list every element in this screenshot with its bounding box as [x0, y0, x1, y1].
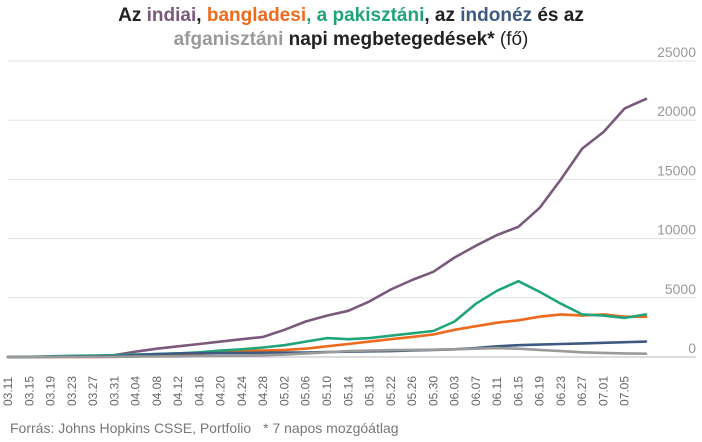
x-axis-ticks: 03.11 03.15 03.19 03.23 03.27 03.31 04.04 04.08… — [1, 376, 632, 406]
series-lines — [6, 97, 648, 359]
x-tick-label: 03.19 — [44, 376, 58, 406]
x-tick-label: 06.23 — [554, 376, 568, 406]
x-tick-label: 05.22 — [384, 376, 398, 406]
x-tick-label: 05.26 — [405, 376, 419, 406]
title-afghanistan: afganisztáni — [173, 29, 284, 50]
x-tick-label: 04.28 — [256, 376, 270, 406]
title-unit: (fő) — [494, 29, 529, 50]
x-tick-label: 04.16 — [192, 376, 206, 406]
x-tick-label: 05.06 — [299, 376, 313, 406]
y-tick-label: 0 — [688, 340, 696, 356]
x-tick-label: 05.14 — [341, 376, 355, 406]
x-tick-label: 05.02 — [277, 376, 291, 406]
title-bangladesh: bangladesi — [206, 5, 307, 26]
y-tick-label: 5000 — [665, 281, 696, 297]
chart-title-line-2: afganisztáni napi megbetegedések* (fő) — [0, 28, 702, 52]
x-tick-label: 04.20 — [214, 376, 228, 406]
x-tick-label: 03.11 — [1, 377, 15, 406]
x-tick-label: 07.01 — [596, 376, 610, 406]
title-text: , a — [306, 5, 333, 26]
title-text: Az — [118, 5, 147, 26]
source-note: Forrás: Johns Hopkins CSSE, Portfolio — [10, 420, 252, 436]
chart-grid — [8, 60, 696, 358]
x-tick-label: 06.19 — [533, 376, 547, 406]
title-text: napi megbetegedések* — [283, 29, 495, 50]
x-tick-label: 05.18 — [363, 376, 377, 406]
title-indonesia: indonéz — [460, 5, 533, 26]
chart-title: Az indiai, bangladesi, a pakisztáni, az … — [0, 4, 702, 52]
footer: Forrás: Johns Hopkins CSSE, Portfolio * … — [10, 420, 399, 436]
x-tick-label: 06.15 — [511, 376, 525, 406]
series-line-india — [6, 97, 648, 359]
x-tick-label: 06.03 — [448, 376, 462, 406]
x-tick-label: 06.07 — [469, 376, 483, 406]
y-axis-ticks: 0 5000 10000 15000 20000 25000 — [657, 44, 696, 356]
y-tick-label: 15000 — [657, 162, 696, 178]
title-text: és az — [532, 5, 584, 26]
x-tick-label: 06.11 — [490, 377, 504, 406]
x-tick-label: 03.31 — [107, 376, 121, 406]
x-tick-label: 04.04 — [129, 376, 143, 406]
title-pakistan: pakisztáni — [332, 5, 425, 26]
x-tick-label: 04.24 — [235, 376, 249, 406]
x-tick-label: 03.15 — [22, 376, 36, 406]
x-tick-label: 03.27 — [86, 376, 100, 406]
x-tick-label: 05.10 — [320, 376, 334, 406]
x-tick-label: 07.05 — [618, 376, 632, 406]
y-tick-label: 25000 — [657, 44, 696, 60]
title-text: , — [196, 5, 207, 26]
title-text: , az — [424, 5, 461, 26]
footnote: * 7 napos mozgóátlag — [263, 420, 399, 436]
x-tick-label: 03.23 — [65, 376, 79, 406]
x-tick-label: 05.30 — [426, 376, 440, 406]
x-tick-label: 04.12 — [171, 376, 185, 406]
x-tick-label: 04.08 — [150, 376, 164, 406]
title-india: indiai — [146, 5, 197, 26]
chart-title-line-1: Az indiai, bangladesi, a pakisztáni, az … — [0, 4, 702, 28]
x-tick-label: 06.27 — [575, 376, 589, 406]
y-tick-label: 20000 — [657, 103, 696, 119]
y-tick-label: 10000 — [657, 222, 696, 238]
series-line-afghanistan — [6, 346, 648, 359]
